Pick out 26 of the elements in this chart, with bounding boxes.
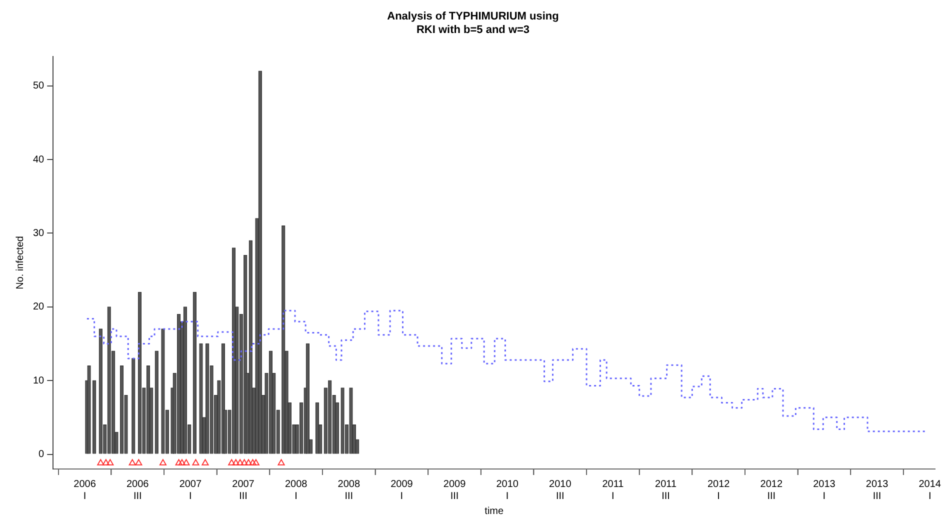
y-tick-label: 0 bbox=[38, 449, 45, 460]
x-tick-label: 2014 I bbox=[918, 478, 942, 502]
y-tick-label: 50 bbox=[33, 80, 45, 92]
x-tick-label: 2009 I bbox=[390, 478, 414, 502]
x-tick-label: 2008 I bbox=[284, 478, 308, 502]
x-tick-label: 2011 I bbox=[602, 478, 624, 502]
y-tick-label: 40 bbox=[33, 154, 45, 166]
x-tick-label: 2010 III bbox=[549, 478, 572, 502]
chart-title: Analysis of TYPHIMURIUM using RKI with b=5 and w=3 bbox=[387, 10, 559, 36]
x-tick-label: 2007 I bbox=[179, 478, 202, 502]
y-tick-label: 10 bbox=[33, 375, 45, 386]
x-tick-label: 2007 III bbox=[232, 478, 255, 502]
y-tick-label: 30 bbox=[33, 228, 45, 239]
x-tick-label: 2013 III bbox=[866, 478, 889, 502]
x-axis-title: time bbox=[484, 506, 504, 517]
x-tick-label: 2008 III bbox=[338, 478, 360, 502]
x-tick-label: 2006 I bbox=[74, 478, 96, 502]
x-tick-label: 2006 III bbox=[126, 478, 150, 502]
x-tick-label: 2012 III bbox=[760, 478, 783, 502]
x-tick-label: 2009 III bbox=[443, 478, 466, 502]
y-axis-title: No. infected bbox=[14, 236, 26, 290]
y-tick-label: 20 bbox=[33, 302, 45, 313]
x-tick-label: 2010 I bbox=[496, 478, 519, 502]
x-tick-label: 2011 III bbox=[655, 478, 677, 502]
x-tick-label: 2012 I bbox=[707, 478, 730, 502]
x-tick-label: 2013 I bbox=[813, 478, 836, 502]
